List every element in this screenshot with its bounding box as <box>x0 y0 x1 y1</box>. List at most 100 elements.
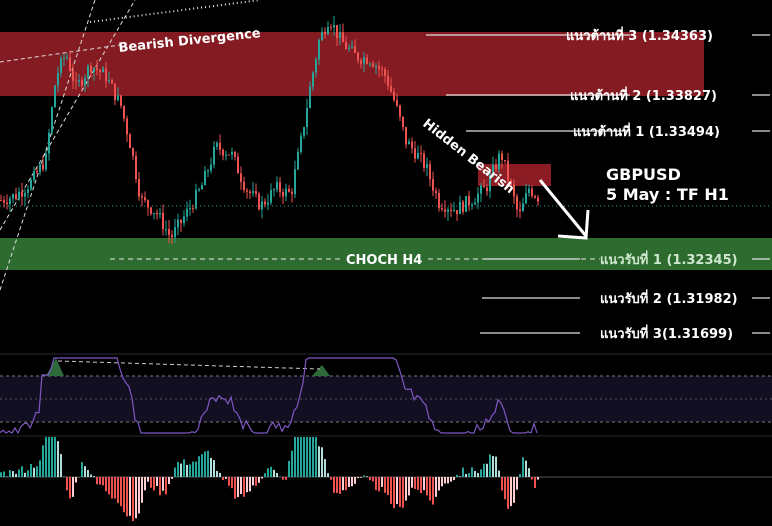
momentum-bar <box>216 470 218 477</box>
momentum-bar <box>519 474 521 477</box>
momentum-bar <box>165 477 167 495</box>
candle-body <box>204 170 206 186</box>
candle-body <box>24 192 26 197</box>
candle-body <box>93 67 95 72</box>
candle-body <box>87 66 89 79</box>
momentum-bar <box>426 477 428 496</box>
candle-body <box>36 170 38 173</box>
candle-body <box>126 118 128 135</box>
candle-body <box>408 141 410 145</box>
choch-label: CHOCH H4 <box>346 253 422 268</box>
candle-body <box>447 209 449 212</box>
momentum-bar <box>237 477 239 498</box>
momentum-bar <box>27 470 29 477</box>
candle-body <box>513 184 515 197</box>
candle-body <box>519 209 521 212</box>
candle-body <box>33 170 35 180</box>
momentum-bar <box>462 467 464 477</box>
momentum-bar <box>342 477 344 491</box>
momentum-bar <box>273 469 275 477</box>
candle-body <box>180 219 182 223</box>
candle-body <box>417 152 419 159</box>
momentum-bar <box>495 456 497 477</box>
momentum-bar <box>492 456 494 477</box>
candle-body <box>81 80 83 86</box>
momentum-bar <box>60 454 62 477</box>
candle-body <box>348 47 350 49</box>
momentum-bar <box>480 469 482 477</box>
candle-body <box>108 80 110 82</box>
momentum-bar <box>402 477 404 508</box>
candle-body <box>258 193 260 210</box>
momentum-bar <box>105 477 107 492</box>
momentum-bar <box>213 460 215 477</box>
momentum-bar <box>369 477 371 481</box>
candle-body <box>288 188 290 192</box>
candle-body <box>129 134 131 149</box>
candle-body <box>222 149 224 156</box>
rsi-line <box>0 357 538 435</box>
candle-body <box>486 187 488 192</box>
candle-body <box>354 46 356 53</box>
momentum-bar <box>132 477 134 521</box>
momentum-bar <box>405 477 407 501</box>
trend-line-dotted <box>89 0 261 23</box>
momentum-bar <box>375 477 377 491</box>
momentum-bar <box>261 477 263 479</box>
candle-body <box>219 142 221 150</box>
momentum-bar <box>156 477 158 486</box>
momentum-bar <box>204 451 206 477</box>
momentum-bar <box>225 477 227 479</box>
momentum-bar <box>135 477 137 519</box>
candle-body <box>135 155 137 180</box>
candle-body <box>174 227 176 238</box>
momentum-bar <box>207 450 209 477</box>
candle-body <box>9 198 11 205</box>
candle-body <box>405 126 407 145</box>
momentum-bar <box>483 463 485 477</box>
candle-body <box>321 31 323 41</box>
levels-group: แนวต้านที่ 3 (1.34363) แนวต้านที่ 2 (1.33… <box>426 26 770 342</box>
momentum-bar <box>231 477 233 489</box>
candle-body <box>471 204 473 206</box>
candle-body <box>234 151 236 157</box>
momentum-bar <box>525 460 527 477</box>
momentum-bar <box>252 477 254 486</box>
momentum-bar <box>423 477 425 491</box>
momentum-bar <box>339 477 341 494</box>
momentum-bar <box>318 446 320 477</box>
momentum-bar <box>333 477 335 493</box>
candle-body <box>213 146 215 165</box>
level-label-r1: แนวต้านที่ 1 (1.33494) <box>573 122 720 140</box>
level-label-r3: แนวต้านที่ 3 (1.34363) <box>566 26 713 44</box>
candlestick-series <box>0 16 539 244</box>
candle-body <box>225 154 227 156</box>
candle-body <box>261 201 263 210</box>
momentum-bar <box>513 477 515 503</box>
candle-body <box>60 58 62 74</box>
momentum-bar <box>9 470 11 477</box>
candle-body <box>231 151 233 155</box>
candle-body <box>303 127 305 136</box>
momentum-bar <box>54 437 56 477</box>
candle-body <box>6 202 8 205</box>
momentum-bar <box>384 477 386 493</box>
momentum-bar <box>360 477 362 478</box>
candle-body <box>42 164 44 170</box>
momentum-bar <box>282 477 284 480</box>
momentum-bar <box>84 466 86 477</box>
momentum-bar <box>447 477 449 484</box>
momentum-histogram <box>0 437 539 521</box>
candle-body <box>483 185 485 188</box>
candle-body <box>423 153 425 169</box>
candle-body <box>357 52 359 61</box>
candle-body <box>3 200 5 203</box>
candle-body <box>252 191 254 194</box>
candle-body <box>462 201 464 212</box>
candle-body <box>507 160 509 181</box>
momentum-bar <box>288 460 290 477</box>
momentum-bar <box>102 477 104 486</box>
candle-body <box>99 70 101 73</box>
candle-body <box>531 188 533 197</box>
momentum-bar <box>306 437 308 477</box>
